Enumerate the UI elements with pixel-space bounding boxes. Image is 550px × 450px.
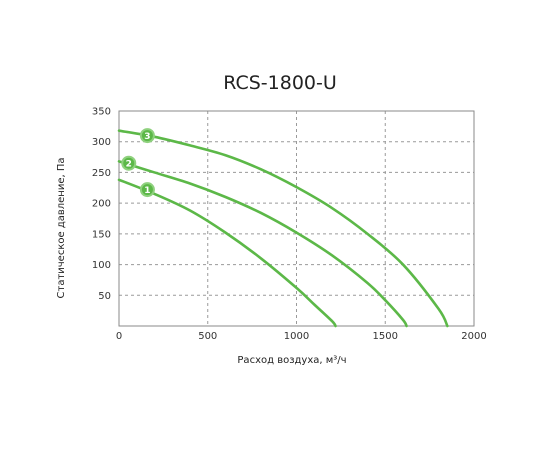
tick-labels: 0 500 1000 1500 2000 50 100 150 200 250 300 350 [92,107,487,343]
x-axis-label: Расход воздуха, м³/ч [237,355,346,366]
badge-label: 1 [144,186,150,196]
y-tick-label: 200 [92,199,111,210]
series-badge-1: 1 [139,182,155,198]
series-line-1 [117,178,337,328]
badge-label: 2 [126,159,132,169]
x-tick-label: 500 [198,331,217,342]
badge-circle [123,157,135,169]
chart-title: RCS-1800-U [223,72,337,94]
y-tick-label: 50 [98,291,111,302]
series-badge-2: 2 [121,155,137,171]
badge-label: 3 [144,132,150,142]
x-tick-label: 1000 [284,331,309,342]
series-badges: 1 2 3 [121,128,155,198]
x-tick-label: 2000 [461,331,486,342]
series-badge-3: 3 [139,128,155,144]
series-lines [117,129,449,328]
y-tick-label: 100 [92,260,111,271]
x-tick-label: 1500 [373,331,398,342]
y-tick-label: 300 [92,137,111,148]
badge-circle [141,130,153,142]
x-tick-label: 0 [116,331,122,342]
grid [119,111,474,326]
plot-frame [118,110,475,327]
y-tick-label: 350 [92,107,111,118]
y-tick-label: 250 [92,168,111,179]
series-line-2 [117,160,408,328]
series-line-3 [117,129,449,328]
badge-circle [141,184,153,196]
y-axis-label: Статическое давление, Па [56,158,67,299]
y-tick-label: 150 [92,229,111,240]
